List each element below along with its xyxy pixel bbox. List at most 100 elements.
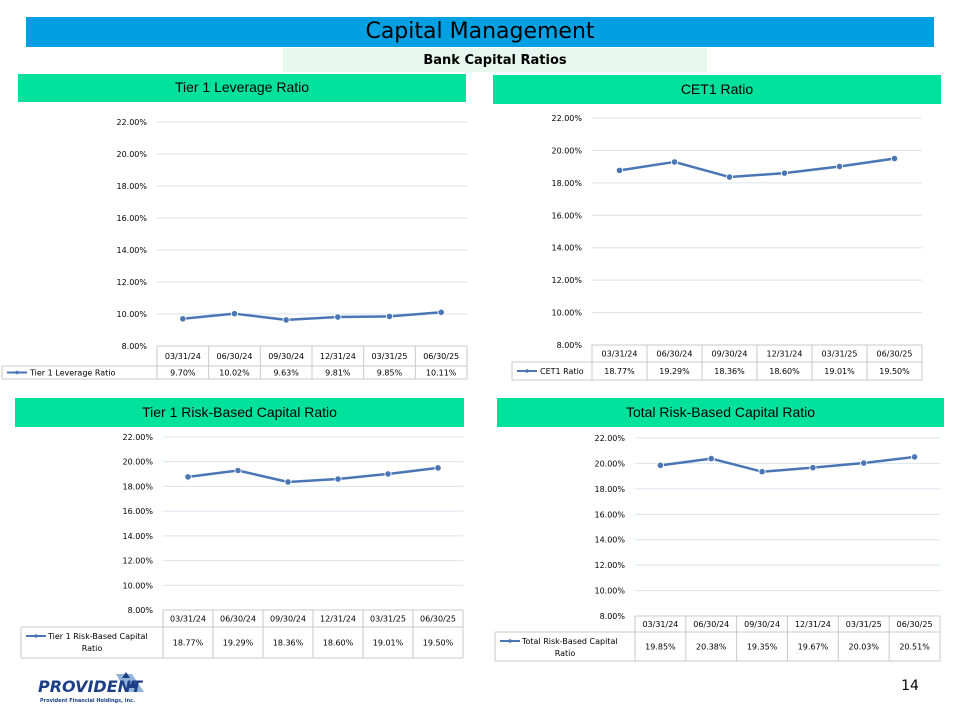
chart-title-tier1-risk-based: Tier 1 Risk-Based Capital Ratio <box>15 398 464 427</box>
x-tick-label: 06/30/25 <box>877 350 913 359</box>
data-point <box>284 478 292 486</box>
y-tick-label: 14.00% <box>551 244 582 253</box>
data-label: 9.85% <box>377 369 403 378</box>
y-tick-label: 10.00% <box>551 309 582 318</box>
x-tick-label: 12/31/24 <box>795 620 831 629</box>
series-line <box>187 466 439 484</box>
y-tick-label: 10.00% <box>594 587 625 596</box>
data-label: 18.36% <box>273 639 304 648</box>
y-tick-label: 18.00% <box>594 485 625 494</box>
data-point <box>656 461 665 469</box>
data-label: 18.36% <box>714 367 745 376</box>
y-tick-label: 10.00% <box>116 310 147 319</box>
y-tick-label: 16.00% <box>551 211 582 220</box>
data-point <box>334 313 342 321</box>
data-label: 9.63% <box>273 369 299 378</box>
data-point <box>835 162 844 171</box>
series-line <box>660 455 915 473</box>
chart-tier1-risk-based: 8.00% 10.00% 12.00% 14.00% 16.00% 18.00% 20.00… <box>20 433 464 659</box>
data-label: 20.03% <box>848 643 879 652</box>
legend-marker <box>34 634 38 638</box>
legend-marker <box>525 369 529 373</box>
legend-label: CET1 Ratio <box>540 367 584 376</box>
data-point <box>234 466 242 475</box>
data-point <box>910 453 919 461</box>
y-tick-label: 14.00% <box>116 246 147 255</box>
x-tick-label: 06/30/24 <box>220 615 256 624</box>
y-tick-label: 18.00% <box>551 179 582 188</box>
chart-tier1-leverage: 8.00% 10.00% 12.00% 14.00% 16.00% 18.00% 20.00… <box>1 118 468 380</box>
x-tick-label: 06/30/24 <box>693 620 729 629</box>
x-tick-label: 06/30/24 <box>657 350 693 359</box>
data-label: 19.67% <box>798 643 829 652</box>
chart-total-risk-based: 8.00% 10.00% 12.00% 14.00% 16.00% 18.00% 20.00… <box>494 434 941 662</box>
y-tick-label: 12.00% <box>116 278 147 287</box>
data-label: 18.77% <box>173 639 204 648</box>
x-tick-label: 03/31/25 <box>822 350 858 359</box>
x-tick-label: 12/31/24 <box>767 350 803 359</box>
x-tick-label: 06/30/24 <box>217 352 253 361</box>
x-tick-label: 09/30/24 <box>268 352 304 361</box>
x-tick-label: 09/30/24 <box>270 615 306 624</box>
provident-logo: PROVIDENT Provident Financial Holdings, … <box>38 672 144 704</box>
data-point <box>725 173 734 181</box>
data-label: 20.38% <box>696 643 727 652</box>
data-point <box>707 454 715 463</box>
data-label: 18.77% <box>604 367 635 376</box>
data-point <box>434 464 442 472</box>
data-point <box>334 475 342 483</box>
data-label: 19.01% <box>373 639 404 648</box>
y-tick-label: 12.00% <box>551 276 582 285</box>
x-tick-label: 03/31/24 <box>642 620 678 629</box>
data-point <box>384 470 392 478</box>
legend-label: Tier 1 Leverage Ratio <box>29 369 116 378</box>
data-point <box>780 169 789 177</box>
y-tick-label: 8.00% <box>557 341 583 350</box>
data-point <box>184 473 192 481</box>
data-point <box>809 464 817 472</box>
y-tick-label: 22.00% <box>594 434 625 443</box>
page-subtitle: Bank Capital Ratios <box>283 48 707 72</box>
y-tick-label: 16.00% <box>594 510 625 519</box>
x-tick-label: 03/31/25 <box>372 352 408 361</box>
legend-label: Tier 1 Risk-Based Capital <box>47 632 148 641</box>
data-label: 9.81% <box>325 369 351 378</box>
data-label: 9.70% <box>170 369 196 378</box>
data-label: 19.85% <box>645 643 676 652</box>
chart-cet1: 8.00% 10.00% 12.00% 14.00% 16.00% 18.00% 20.00… <box>511 114 923 381</box>
x-tick-label: 06/30/25 <box>420 615 456 624</box>
series-line <box>182 310 442 322</box>
x-tick-label: 09/30/24 <box>744 620 780 629</box>
data-point <box>282 316 290 324</box>
y-tick-label: 16.00% <box>122 507 153 516</box>
y-tick-label: 20.00% <box>551 146 582 155</box>
data-point <box>179 315 187 323</box>
legend-marker <box>508 639 512 643</box>
data-label: 10.11% <box>426 369 457 378</box>
y-tick-label: 22.00% <box>122 433 153 442</box>
chart-title-tier1-leverage: Tier 1 Leverage Ratio <box>18 74 466 102</box>
data-label: 19.29% <box>223 639 254 648</box>
y-tick-label: 8.00% <box>128 606 154 615</box>
x-tick-label: 12/31/24 <box>320 615 356 624</box>
y-tick-label: 16.00% <box>116 214 147 223</box>
data-label: 19.50% <box>879 367 910 376</box>
y-tick-label: 14.00% <box>122 532 153 541</box>
data-label: 19.29% <box>659 367 690 376</box>
y-tick-label: 8.00% <box>122 342 148 351</box>
x-tick-label: 03/31/24 <box>602 350 638 359</box>
y-tick-label: 8.00% <box>600 612 626 621</box>
y-tick-label: 18.00% <box>122 482 153 491</box>
legend-label: Ratio <box>82 644 103 653</box>
y-tick-label: 22.00% <box>116 118 147 127</box>
x-tick-label: 06/30/25 <box>897 620 933 629</box>
y-tick-label: 22.00% <box>551 114 582 123</box>
data-point <box>860 459 868 467</box>
y-tick-label: 20.00% <box>122 458 153 467</box>
data-label: 19.50% <box>423 639 454 648</box>
x-tick-label: 12/31/24 <box>320 352 356 361</box>
x-tick-label: 06/30/25 <box>423 352 459 361</box>
data-point <box>890 154 899 163</box>
logo-wordmark: PROVIDENT <box>38 677 143 696</box>
y-tick-label: 12.00% <box>594 561 625 570</box>
